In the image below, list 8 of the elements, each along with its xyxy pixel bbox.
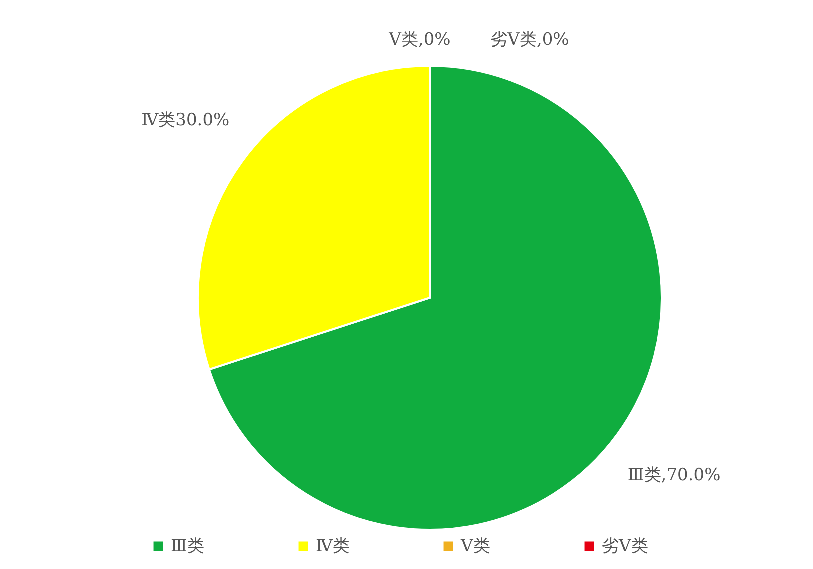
text: Ⅴ类,0% — [389, 30, 451, 50]
legend-label: Ⅴ类 — [460, 536, 490, 557]
legend-label: Ⅲ类 — [171, 536, 204, 557]
data-label: Ⅳ类30.0% — [142, 110, 230, 130]
legend-label: 劣Ⅴ类 — [602, 536, 648, 557]
data-label: Ⅲ类,70.0% — [628, 466, 721, 486]
legend-label: Ⅳ类 — [316, 536, 350, 557]
text: 劣Ⅴ类,0% — [490, 30, 570, 50]
